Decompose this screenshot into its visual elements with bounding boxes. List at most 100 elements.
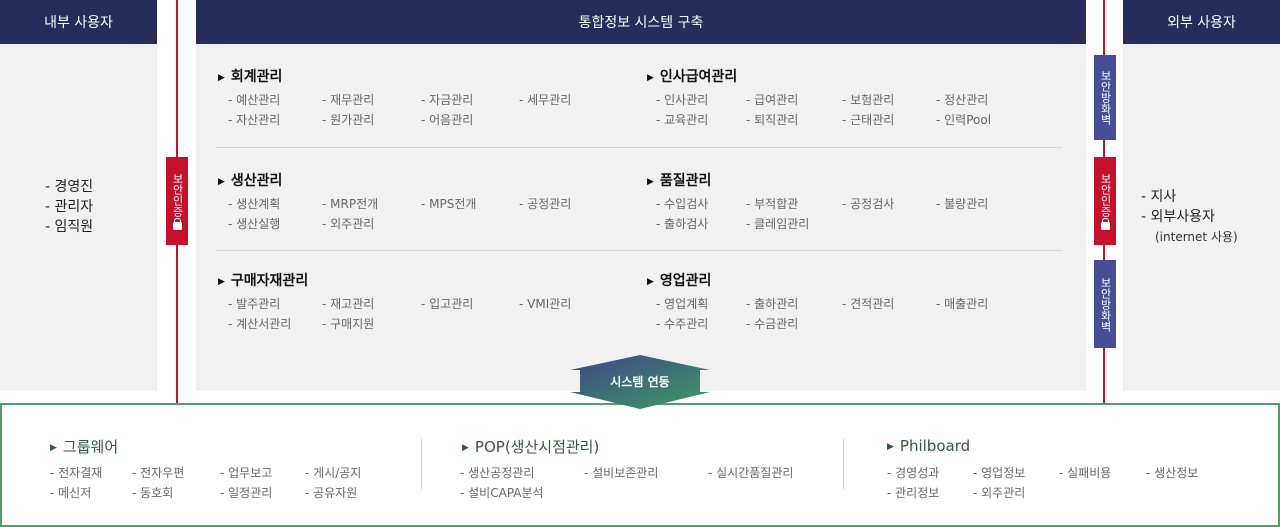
module-item: - 어음관리: [421, 113, 474, 127]
module-item: - 출하관리: [746, 297, 799, 311]
module-item: - 영업계획: [656, 297, 709, 311]
module-item: - 생산계획: [228, 197, 281, 211]
system-group-title: ▶ POP(생산시점관리): [462, 436, 599, 457]
module-item: - 클레임관리: [746, 217, 810, 231]
section-title-text: 구매자재관리: [230, 273, 309, 289]
module-item: - 자금관리: [421, 93, 474, 107]
system-link-label: 시스템 연동: [610, 375, 670, 389]
module-item: - 출하검사: [656, 217, 709, 231]
system-item: - 게시/공지: [305, 466, 362, 480]
section-title: ▶ 생산관리: [218, 170, 282, 190]
triangle-bullet-icon: ▶: [218, 177, 225, 187]
system-item: - 생산정보: [1146, 466, 1199, 480]
module-item: - 자산관리: [228, 113, 281, 127]
system-item: - 전자우편: [132, 466, 185, 480]
triangle-bullet-icon: ▶: [647, 277, 654, 287]
system-item: - 영업정보: [973, 466, 1026, 480]
module-item: - 수입검사: [656, 197, 709, 211]
module-item: - 수금관리: [746, 317, 799, 331]
system-item: - 전자결재: [50, 466, 103, 480]
module-item: - 수주관리: [656, 317, 709, 331]
section-title: ▶ 인사급여관리: [647, 66, 737, 86]
system-item: - 실시간품질관리: [708, 466, 794, 480]
internal-users-panel: - 경영진 - 관리자 - 임직원: [0, 44, 157, 391]
badge-label: 보안인증: [171, 172, 184, 217]
system-item: - 설비보존관리: [584, 466, 659, 480]
module-item: - 재고관리: [322, 297, 375, 311]
section-title-text: 생산관리: [230, 173, 283, 189]
external-systems-box: ▶ 그룹웨어 - 전자결재 - 전자우편 - 업무보고 - 게시/공지 - 메신저 - 동호회…: [0, 403, 1280, 527]
module-item: - 생산실행: [228, 217, 281, 231]
security-auth-badge-left: 보안인증: [166, 157, 188, 245]
module-item: - 부적합관: [746, 197, 799, 211]
internet-note: (internet 사용): [1155, 230, 1238, 244]
triangle-bullet-icon: ▶: [50, 443, 57, 453]
module-item: - 매출관리: [936, 297, 989, 311]
module-item: - 세무관리: [519, 93, 572, 107]
system-link-arrow-icon: [570, 355, 710, 409]
module-item: - 공정관리: [519, 197, 572, 211]
module-item: - 인력Pool: [936, 113, 992, 127]
module-item: - 정산관리: [936, 93, 989, 107]
section-title-text: 회계관리: [230, 69, 283, 85]
group-title-text: POP(생산시점관리): [474, 438, 600, 456]
module-item: - 견적관리: [842, 297, 895, 311]
section-title: ▶ 회계관리: [218, 66, 282, 86]
module-item: - 재무관리: [322, 93, 375, 107]
security-auth-badge-right: 보안인증: [1094, 157, 1116, 245]
module-item: - MPS전개: [421, 197, 477, 211]
internal-user-list: - 경영진 - 관리자 - 임직원: [45, 177, 93, 237]
module-item: - 인사관리: [656, 93, 709, 107]
firewall-badge-top: 보안방화벽: [1094, 55, 1116, 140]
divider: [421, 439, 422, 489]
lock-icon: [1100, 217, 1110, 230]
system-item: - 생산공정관리: [460, 466, 535, 480]
module-item: - MRP전개: [322, 197, 379, 211]
external-users-header: 외부 사용자: [1123, 0, 1280, 44]
user-item: - 외부사용자: [1141, 209, 1215, 225]
triangle-bullet-icon: ▶: [218, 277, 225, 287]
system-item: - 동호회: [132, 486, 174, 500]
module-item: - VMI관리: [519, 297, 572, 311]
triangle-bullet-icon: ▶: [887, 442, 894, 452]
external-user-list: - 지사 - 외부사용자 (internet 사용): [1141, 187, 1238, 247]
group-title-text: Philboard: [899, 437, 971, 455]
system-item: - 실패비용: [1059, 466, 1112, 480]
external-users-panel: - 지사 - 외부사용자 (internet 사용): [1123, 44, 1280, 391]
integrated-system-header: 통합정보 시스템 구축: [196, 0, 1086, 44]
system-item: - 메신저: [50, 486, 92, 500]
system-item: - 경영성과: [887, 466, 940, 480]
internal-users-header: 내부 사용자: [0, 0, 157, 44]
section-title: ▶ 구매자재관리: [218, 270, 308, 290]
section-title-text: 인사급여관리: [659, 69, 738, 85]
module-item: - 교육관리: [656, 113, 709, 127]
module-item: - 예산관리: [228, 93, 281, 107]
module-item: - 보험관리: [842, 93, 895, 107]
system-item: - 외주관리: [973, 486, 1026, 500]
divider: [216, 147, 1062, 148]
user-item: - 지사: [1141, 189, 1177, 205]
user-item: - 관리자: [45, 199, 94, 215]
user-item: - 경영진: [45, 179, 94, 195]
module-item: - 외주관리: [322, 217, 375, 231]
module-item: - 퇴직관리: [746, 113, 799, 127]
section-title: ▶ 품질관리: [647, 170, 711, 190]
module-item: - 원가관리: [322, 113, 375, 127]
system-item: - 관리정보: [887, 486, 940, 500]
module-item: - 구매지원: [322, 317, 375, 331]
group-title-text: 그룹웨어: [62, 438, 119, 456]
triangle-bullet-icon: ▶: [647, 73, 654, 83]
section-title-text: 품질관리: [659, 173, 712, 189]
module-item: - 급여관리: [746, 93, 799, 107]
module-item: - 발주관리: [228, 297, 281, 311]
module-item: - 입고관리: [421, 297, 474, 311]
firewall-badge-bottom: 보안방화벽: [1094, 260, 1116, 348]
module-item: - 공정검사: [842, 197, 895, 211]
system-item: - 업무보고: [220, 466, 273, 480]
system-group-title: ▶ Philboard: [887, 436, 970, 455]
divider: [843, 439, 844, 489]
badge-label: 보안인증: [1099, 172, 1112, 217]
module-item: - 근태관리: [842, 113, 895, 127]
lock-icon: [172, 217, 182, 230]
system-item: - 설비CAPA분석: [460, 486, 544, 500]
